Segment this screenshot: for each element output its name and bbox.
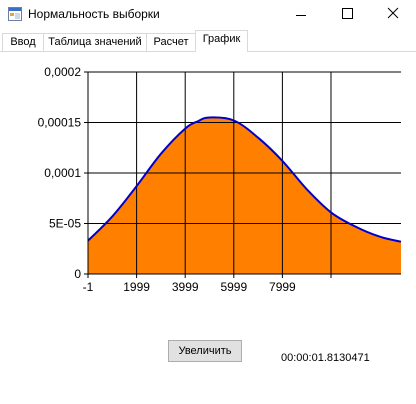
tab-calculation[interactable]: Расчет xyxy=(146,33,196,51)
tab-input[interactable]: Ввод xyxy=(2,33,44,51)
tab-chart-label: График xyxy=(202,33,241,45)
tab-chart[interactable]: График xyxy=(195,30,248,52)
y-tick-label: 0,0002 xyxy=(44,65,81,79)
x-tick-label: 7999 xyxy=(269,280,296,294)
minimize-button[interactable] xyxy=(278,0,324,30)
y-tick-label: 0,00015 xyxy=(38,116,82,130)
tab-calculation-label: Расчет xyxy=(153,36,189,48)
series-line xyxy=(87,116,402,243)
close-icon xyxy=(387,7,399,19)
tab-values-table-label: Таблица значений xyxy=(48,36,142,48)
x-tick-label: -1 xyxy=(83,280,94,294)
tab-strip: Ввод Таблица значений Расчет График xyxy=(0,30,416,52)
close-button[interactable] xyxy=(370,0,416,30)
title-bar[interactable]: Нормальность выборки xyxy=(0,0,416,30)
area-fill xyxy=(88,117,401,274)
minimize-icon xyxy=(296,15,306,16)
tab-values-table[interactable]: Таблица значений xyxy=(43,33,147,51)
zoom-button[interactable]: Увеличить xyxy=(168,340,242,362)
y-tick-label: 5E-05 xyxy=(49,217,81,231)
x-tick-label: 3999 xyxy=(172,280,199,294)
x-tick-label: 1999 xyxy=(123,280,150,294)
maximize-icon xyxy=(342,8,353,19)
tab-input-label: Ввод xyxy=(10,36,36,48)
elapsed-time-label: 00:00:01.8130471 xyxy=(281,352,370,364)
y-tick-label: 0,0001 xyxy=(44,166,81,180)
normal-distribution-chart: 0 5E-05 0,0001 0,00015 0,0002 -1 1999 3999 5999 7… xyxy=(38,65,402,294)
x-tick-label: 5999 xyxy=(220,280,247,294)
window-title: Нормальность выборки xyxy=(28,7,160,21)
y-tick-label: 0 xyxy=(74,267,81,281)
app-window-icon xyxy=(8,7,22,21)
maximize-button[interactable] xyxy=(324,0,370,30)
